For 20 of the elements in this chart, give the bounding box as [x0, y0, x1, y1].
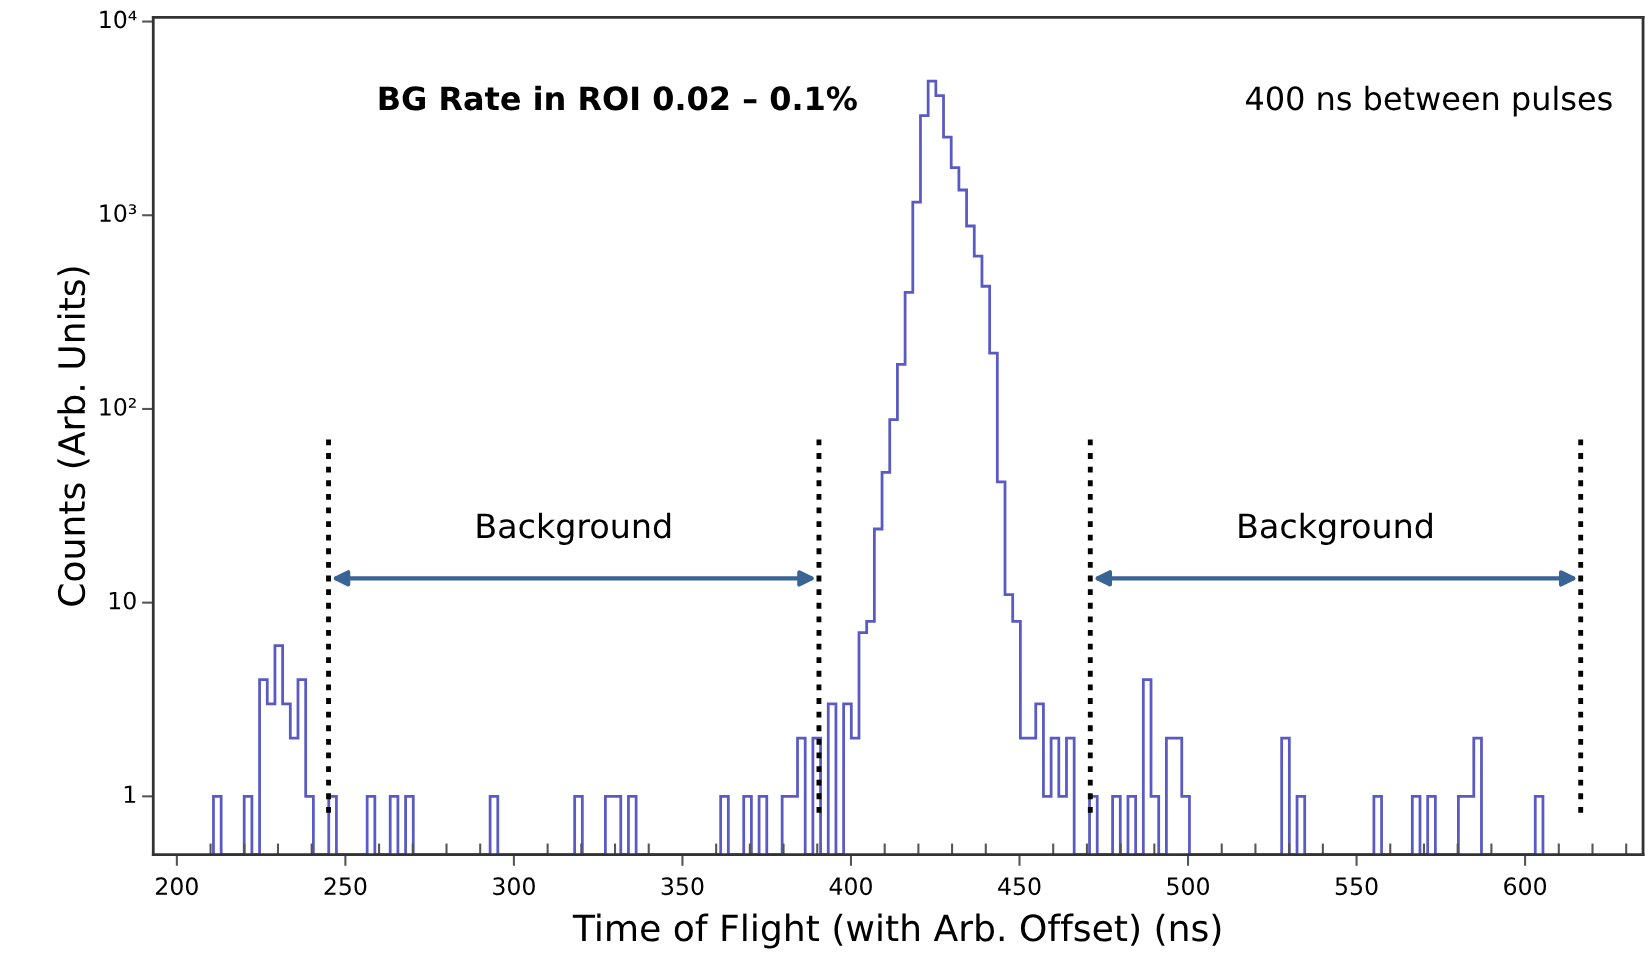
- annotation: BG Rate in ROI 0.02 – 0.1%: [379, 85, 857, 111]
- y-tick-label: 10⁴: [100, 10, 137, 29]
- annotation: Background: [1239, 512, 1432, 545]
- x-tick-label: 550: [1335, 877, 1378, 896]
- y-tick-label: 10: [109, 591, 136, 610]
- y-tick-label: 10³: [100, 204, 137, 223]
- x-tick-label: 400: [829, 877, 872, 896]
- x-tick-label: 600: [1504, 877, 1547, 896]
- x-tick-label: 500: [1167, 877, 1209, 896]
- y-tick-label: 10²: [100, 397, 136, 416]
- x-tick-label: 300: [493, 877, 535, 896]
- y-axis-title: Counts (Arb. Units): [57, 267, 90, 606]
- x-tick-label: 250: [324, 877, 367, 896]
- annotation: 400 ns between pulses: [1246, 85, 1612, 117]
- x-tick-label: 450: [998, 877, 1041, 896]
- annotation: Background: [477, 512, 671, 545]
- x-tick-label: 350: [661, 877, 704, 896]
- x-axis-title: Time of Flight (with Arb. Offset) (ns): [572, 913, 1221, 949]
- x-tick-label: 200: [156, 877, 198, 896]
- y-tick-label: 1: [124, 785, 136, 803]
